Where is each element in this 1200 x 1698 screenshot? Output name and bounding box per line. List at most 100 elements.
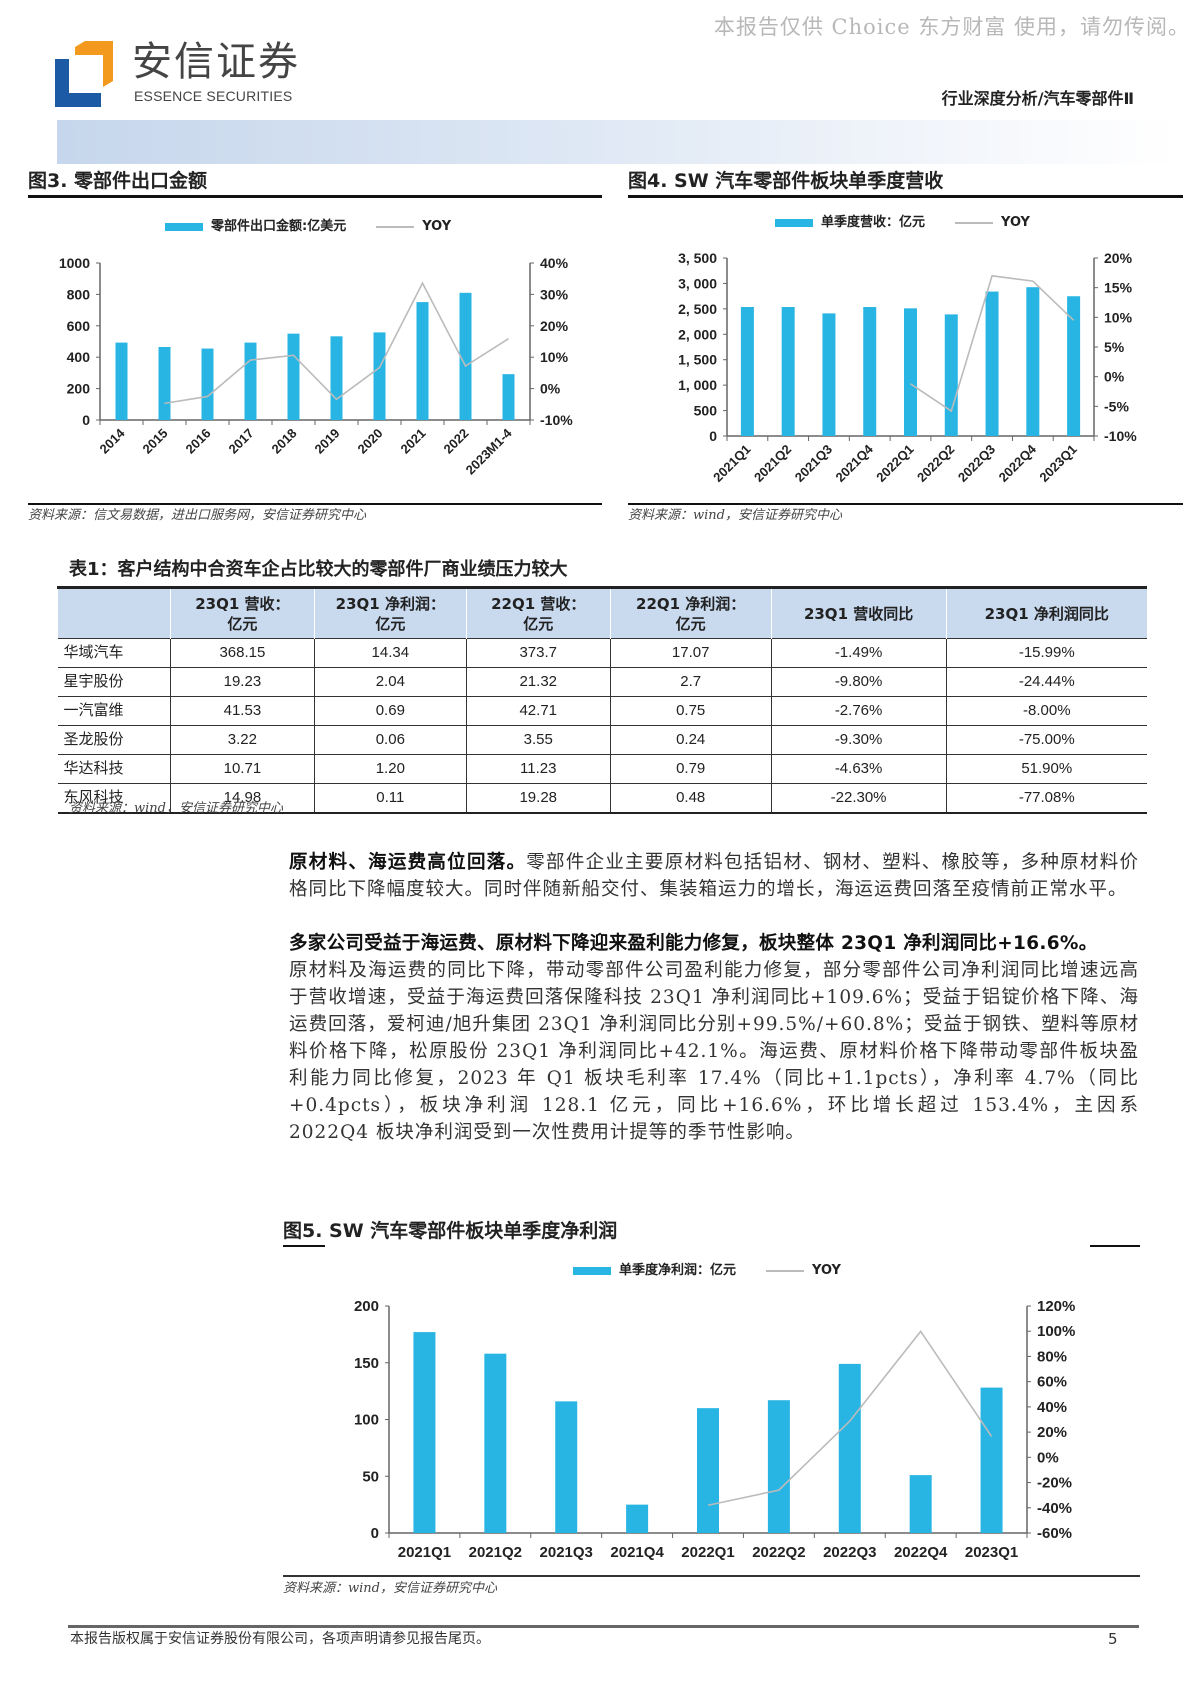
yoy-line — [910, 274, 1075, 413]
legend-bar-swatch — [775, 218, 813, 227]
bar — [980, 1387, 1003, 1533]
bar — [740, 307, 754, 436]
customer-structure-table: 23Q1 营收： 亿元 23Q1 净利润： 亿元 22Q1 营收： 亿元 22Q1 净… — [57, 586, 1147, 814]
table-header-row: 23Q1 营收： 亿元 23Q1 净利润： 亿元 22Q1 营收： 亿元 22Q1 净… — [57, 586, 1147, 639]
table-cell: 0.06 — [313, 725, 467, 755]
y2-tick-label: 20% — [1037, 1424, 1067, 1441]
x-tick-label: 2019 — [312, 426, 343, 457]
bar — [909, 1475, 932, 1533]
table-cell: 42.71 — [465, 696, 611, 726]
bar — [484, 1353, 507, 1533]
y-tick-label: 3, 500 — [678, 250, 717, 266]
y2-tick-label: 10% — [540, 349, 569, 365]
table-cell: 2.7 — [609, 667, 772, 697]
bar — [767, 1400, 790, 1533]
y-tick-label: 1, 000 — [678, 377, 717, 393]
x-tick-label: 2021Q3 — [792, 442, 835, 485]
y-tick-label: 500 — [694, 403, 718, 419]
bar — [158, 346, 171, 420]
x-tick-label: 2022Q4 — [996, 441, 1040, 485]
company-name-cell: 星宇股份 — [57, 667, 171, 697]
paragraph-body: 原材料及海运费的同比下降，带动零部件公司盈利能力修复，部分零部件公司净利润同比增… — [289, 960, 1139, 1143]
figure-5-title: 图5. SW 汽车零部件板块单季度净利润 — [283, 1220, 618, 1242]
figure-5-source-rule — [283, 1575, 1140, 1577]
y2-tick-label: 0% — [1037, 1449, 1059, 1466]
x-tick-label: 2022 — [441, 426, 472, 457]
bar — [416, 302, 429, 420]
footer-rule — [68, 1625, 1139, 1628]
table-cell: 0.48 — [609, 783, 772, 814]
table-cell: 10.71 — [169, 754, 315, 784]
table-cell: -75.00% — [945, 725, 1147, 755]
body-text: 原材料、海运费高位回落。零部件企业主要原材料包括铝材、钢材、塑料、橡胶等，多种原… — [289, 849, 1139, 1146]
y-tick-label: 200 — [67, 381, 91, 397]
y-tick-label: 2, 000 — [678, 326, 717, 342]
y2-tick-label: 15% — [1104, 280, 1133, 296]
legend-bar-swatch — [165, 222, 203, 231]
y2-tick-label: -10% — [1104, 428, 1137, 444]
figure-3-legend: 零部件出口金额:亿美元 YOY — [165, 218, 451, 235]
x-tick-label: 2017 — [226, 426, 257, 457]
table-row: 星宇股份 19.23 2.04 21.32 2.7 -9.80% -24.44% — [57, 667, 1147, 697]
y2-tick-label: -5% — [1104, 398, 1129, 414]
figure-3-source-rule — [28, 503, 602, 505]
logo-english-name: ESSENCE SECURITIES — [134, 88, 293, 104]
table-cell: 17.07 — [609, 638, 772, 668]
yoy-line — [164, 281, 509, 405]
x-tick-label: 2023Q1 — [965, 1544, 1018, 1561]
y-tick-label: 800 — [67, 286, 91, 302]
table-row: 一汽富维 41.53 0.69 42.71 0.75 -2.76% -8.00% — [57, 696, 1147, 726]
x-tick-label: 2023Q1 — [1036, 442, 1079, 485]
figure-4-source: 资料来源：wind，安信证券研究中心 — [628, 508, 842, 523]
y2-tick-label: -60% — [1037, 1525, 1072, 1542]
x-tick-label: 2021Q3 — [540, 1544, 593, 1561]
x-tick-label: 2022Q2 — [752, 1544, 805, 1561]
x-tick-label: 2015 — [140, 426, 171, 457]
figure-4-source-rule — [628, 503, 1183, 505]
header-banner — [57, 120, 1177, 164]
x-tick-label: 2022Q3 — [955, 442, 998, 485]
table-cell: 19.28 — [465, 783, 611, 814]
y2-tick-label: 0% — [1104, 369, 1125, 385]
legend-line-label: YOY — [812, 1263, 841, 1278]
table-cell: 2.04 — [313, 667, 467, 697]
x-tick-label: 2022Q1 — [681, 1544, 734, 1561]
company-name-cell: 华达科技 — [57, 754, 171, 784]
watermark: 本报告仅供 Choice 东方财富 使用，请勿传阅。 — [713, 15, 1190, 39]
bar — [413, 1332, 436, 1533]
bar — [555, 1401, 578, 1533]
y2-tick-label: -20% — [1037, 1475, 1072, 1492]
y2-tick-label: 0% — [540, 381, 561, 397]
table-cell: 3.55 — [465, 725, 611, 755]
legend-bar-label: 零部件出口金额:亿美元 — [211, 219, 347, 234]
y-tick-label: 1000 — [59, 255, 90, 271]
y-tick-label: 400 — [67, 349, 91, 365]
table-header-22q1-net-profit: 22Q1 净利润： 亿元 — [609, 586, 772, 639]
legend-line-swatch — [766, 1269, 805, 1272]
table-cell: -15.99% — [945, 638, 1147, 668]
bar — [201, 348, 214, 420]
y2-tick-label: 40% — [540, 255, 569, 271]
table-cell: 11.23 — [465, 754, 611, 784]
figure-3-title: 图3. 零部件出口金额 — [28, 170, 208, 192]
table-cell: 0.11 — [313, 783, 467, 814]
x-tick-label: 2021Q1 — [398, 1544, 451, 1561]
table-cell: 14.34 — [313, 638, 467, 668]
figure-5-source: 资料来源：wind，安信证券研究中心 — [283, 1581, 497, 1596]
figure-3-rule — [28, 195, 602, 198]
table-cell: 0.75 — [609, 696, 772, 726]
x-tick-label: 2022Q1 — [873, 442, 916, 485]
x-tick-label: 2020 — [355, 426, 386, 457]
y2-tick-label: 80% — [1037, 1348, 1067, 1365]
table-cell: -2.76% — [770, 696, 947, 726]
table-cell: 51.90% — [945, 754, 1147, 784]
y2-tick-label: 5% — [1104, 339, 1125, 355]
x-tick-label: 2021Q2 — [751, 442, 794, 485]
paragraph-lead: 原材料、海运费高位回落。 — [289, 852, 527, 873]
bar — [1026, 287, 1040, 436]
bar — [1067, 296, 1081, 436]
y2-tick-label: 120% — [1037, 1298, 1075, 1315]
bar — [697, 1408, 719, 1533]
x-tick-label: 2021Q4 — [610, 1544, 664, 1561]
table-cell: 41.53 — [169, 696, 315, 726]
